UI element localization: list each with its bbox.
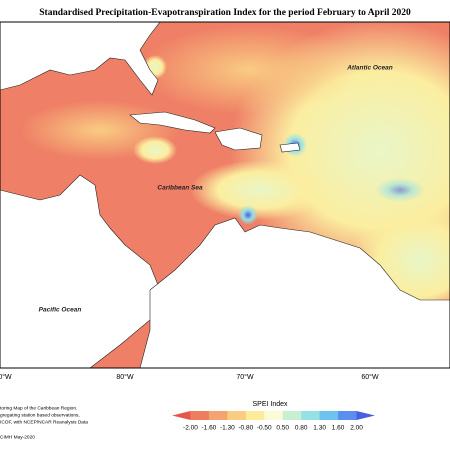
legend-swatch: [282, 411, 302, 420]
legend-tick-label: -1.30: [220, 425, 235, 432]
note: ICOF, with NCEP/NCAR Reanalysis Data: [0, 419, 88, 425]
legend-swatch: [245, 411, 265, 420]
legend-swatch: [172, 411, 191, 420]
credit: CIMH May-2020: [0, 434, 35, 440]
map-frame: [0, 21, 450, 369]
lon-label: 0°W: [0, 373, 12, 381]
map: Atlantic Ocean Caribbean Sea Pacific Oce…: [0, 22, 450, 368]
legend-swatch: [208, 411, 228, 420]
legend-swatch: [356, 411, 375, 420]
legend-tick-label: -2.00: [183, 425, 198, 432]
lon-label: 70°W: [236, 373, 254, 381]
legend-tick-label: 2.00: [350, 425, 363, 432]
legend-title: SPEI Index: [252, 401, 288, 408]
legend-tick-label: 1.30: [313, 425, 326, 432]
note: toring Map of the Caribbean Region.: [0, 405, 77, 411]
title: Standardised Precipitation-Evapotranspir…: [39, 8, 411, 18]
legend-tick-label: 1.60: [332, 425, 345, 432]
ocean-label: Pacific Ocean: [39, 307, 82, 314]
legend: -2.00 -1.60 -1.30 -0.80 -0.50 0.50 0.80 1.30 1.6…: [172, 411, 375, 432]
lon-label: 60°W: [361, 373, 379, 381]
legend-swatch: [338, 411, 358, 420]
note: gregating station based observations,: [0, 412, 80, 418]
legend-tick-label: -0.80: [238, 425, 253, 432]
legend-tick-label: 0.80: [295, 425, 308, 432]
legend-swatch: [264, 411, 284, 420]
legend-tick-label: -1.60: [201, 425, 216, 432]
legend-swatch: [190, 411, 210, 420]
lon-label: 80°W: [116, 373, 134, 381]
sea-label: Caribbean Sea: [157, 185, 203, 192]
legend-tick-label: 0.50: [276, 425, 289, 432]
legend-tick-label: -0.50: [257, 425, 272, 432]
legend-swatch: [319, 411, 339, 420]
legend-swatch: [301, 411, 321, 420]
legend-swatch: [227, 411, 247, 420]
ocean-label: Atlantic Ocean: [346, 65, 393, 72]
